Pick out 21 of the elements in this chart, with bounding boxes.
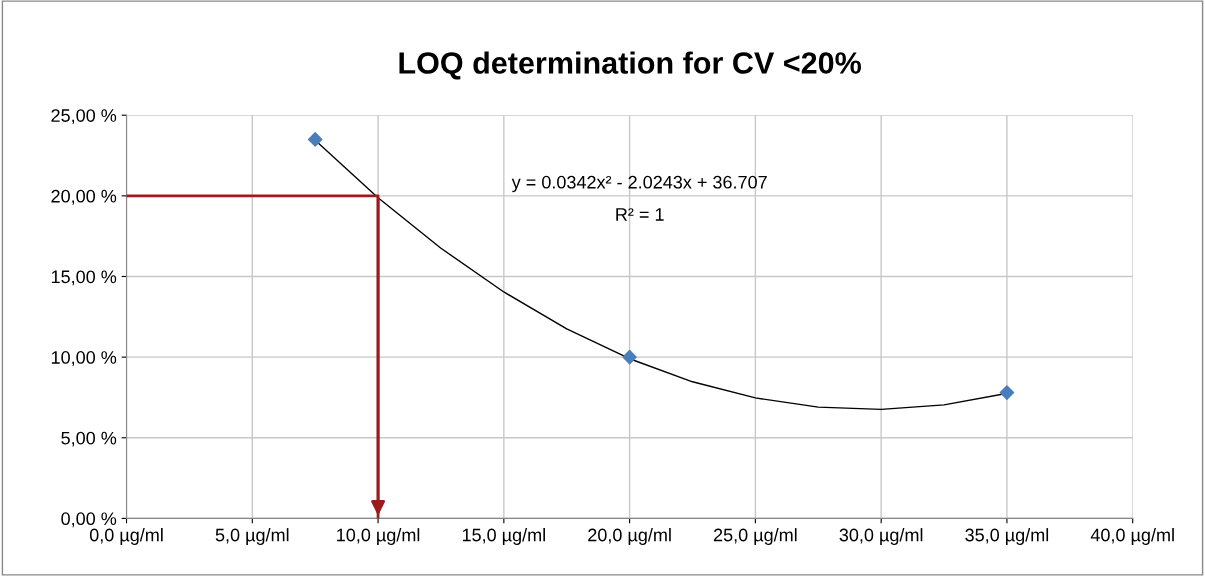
chart-title: LOQ determination for CV <20%	[399, 51, 861, 80]
point	[307, 132, 323, 147]
y-tick-label: 0,00 %	[61, 512, 117, 528]
x-tick-label: 10,0 µg/ml	[337, 528, 420, 545]
y-tick-label: 5,00 %	[61, 431, 117, 447]
y-tick-label: 25,00 %	[51, 109, 117, 125]
annotation: R² = 1	[616, 208, 664, 221]
annotation: y = 0.0342x² - 2.0243x + 36.707	[511, 175, 767, 193]
y-tick-label: 20,00 %	[51, 189, 117, 205]
x-tick-label: 40,0 µg/ml	[1090, 528, 1174, 545]
x-tick-label: 0,0 µg/ml	[89, 528, 163, 545]
y-tick-label: 15,00 %	[51, 270, 117, 286]
x-tick-label: 5,0 µg/ml	[215, 528, 289, 545]
x-tick-label: 15,0 µg/ml	[462, 528, 545, 545]
y-tick-label: 10,00 %	[51, 351, 117, 366]
x-tick-label: 30,0 µg/ml	[839, 528, 923, 545]
point	[999, 385, 1015, 400]
point	[622, 349, 637, 365]
x-tick-label: 20,0 µg/ml	[588, 528, 671, 545]
x-tick-label: 25,0 µg/ml	[713, 528, 797, 545]
x-tick-label: 35,0 µg/ml	[965, 528, 1049, 545]
